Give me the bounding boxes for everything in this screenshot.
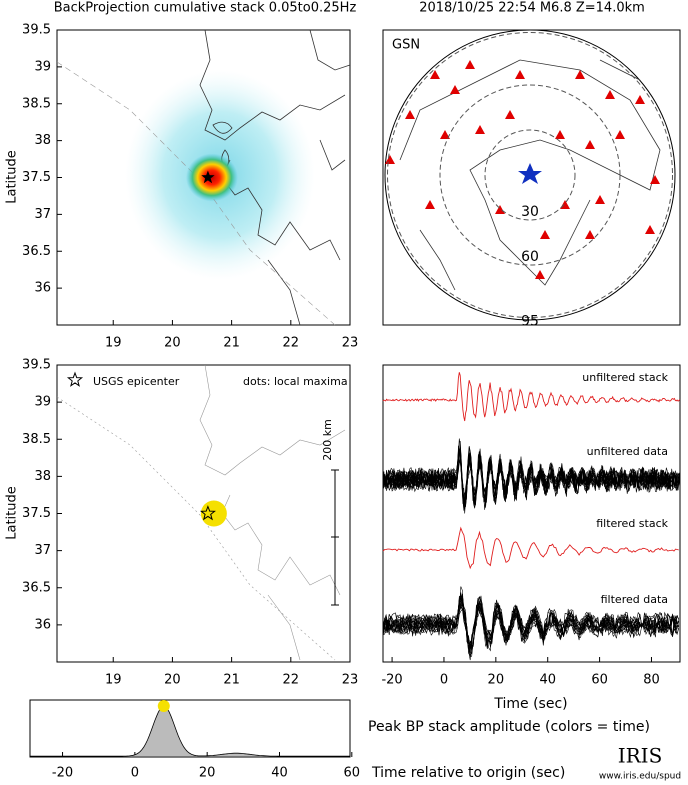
- y-tick-label: 37: [34, 207, 51, 222]
- y-tick-label: 38: [34, 469, 51, 484]
- scale-label: 200 km: [321, 419, 334, 461]
- x-tick-label: 23: [342, 336, 359, 351]
- logo: IRIS: [618, 744, 663, 768]
- trace-label: filtered stack: [596, 517, 668, 530]
- y-tick-label: 36: [34, 617, 51, 632]
- y-tick-label: 36.5: [22, 580, 51, 595]
- stack-trace: [382, 526, 679, 570]
- x-tick-label: 21: [223, 336, 240, 351]
- peak-marker: [157, 700, 170, 712]
- x-tick-label: 0: [131, 766, 139, 781]
- coastline: [56, 29, 351, 326]
- trace-label: filtered data: [601, 593, 668, 606]
- y-tick-label: 38.5: [22, 96, 51, 111]
- y-axis-label: Latitude: [5, 486, 20, 540]
- y-tick-label: 39: [34, 59, 51, 74]
- network-label: GSN: [392, 38, 420, 53]
- x-tick-label: 19: [105, 673, 122, 688]
- x-tick-label: -20: [381, 673, 402, 688]
- data-trace: [382, 456, 681, 510]
- ring-label: 95: [521, 314, 539, 330]
- ring-label: 60: [521, 249, 539, 265]
- distance-ring: [439, 84, 621, 266]
- data-trace: [382, 461, 681, 510]
- y-tick-label: 39.5: [22, 358, 51, 373]
- x-tick-label: 20: [164, 336, 181, 351]
- ring-label: 30: [521, 204, 539, 220]
- epicenter: [201, 170, 215, 184]
- x-tick-label: 80: [643, 673, 660, 688]
- trace-frame: [382, 364, 681, 663]
- trace-label: unfiltered stack: [582, 371, 668, 384]
- x-tick-label: 21: [223, 673, 240, 688]
- legend-label: USGS epicenter: [93, 375, 180, 388]
- x-tick-label: 40: [539, 673, 556, 688]
- amplitude-frame: [29, 699, 351, 758]
- y-tick-label: 36: [34, 281, 51, 296]
- note: dots: local maxima: [243, 375, 348, 388]
- y-axis-label: Latitude: [5, 150, 20, 204]
- x-tick-label: -20: [52, 766, 73, 781]
- globe-outline: [384, 29, 676, 321]
- x-tick-label: 60: [344, 766, 361, 781]
- y-tick-label: 39: [34, 395, 51, 410]
- distance-ring: [484, 129, 576, 221]
- epicenter: [199, 505, 216, 521]
- x-axis-label: Time relative to origin (sec): [371, 765, 565, 781]
- panel-title: Peak BP stack amplitude (colors = time): [368, 719, 650, 735]
- x-tick-label: 40: [271, 766, 288, 781]
- logo-url: www.iris.edu/spud: [599, 772, 681, 782]
- y-tick-label: 38: [34, 133, 51, 148]
- legend-marker: [66, 371, 84, 387]
- x-tick-label: 19: [105, 336, 122, 351]
- title: 2018/10/25 22:54 M6.8 Z=14.0km: [419, 1, 645, 16]
- x-tick-label: 20: [199, 766, 216, 781]
- x-tick-label: 23: [342, 673, 359, 688]
- trace-label: unfiltered data: [587, 445, 668, 458]
- stack-trace: [382, 372, 681, 422]
- x-tick-label: 0: [440, 673, 448, 688]
- y-tick-label: 37.5: [22, 170, 51, 185]
- data-trace: [382, 597, 679, 657]
- x-tick-label: 20: [164, 673, 181, 688]
- stations: [385, 60, 660, 279]
- stack-peak: [185, 153, 238, 202]
- x-tick-label: 22: [283, 336, 300, 351]
- data-trace: [382, 605, 679, 651]
- title: BackProjection cumulative stack 0.05to0.…: [54, 1, 357, 16]
- y-tick-label: 39.5: [22, 23, 51, 38]
- distance-ring: [387, 32, 673, 318]
- x-tick-label: 60: [591, 673, 608, 688]
- y-tick-label: 38.5: [22, 432, 51, 447]
- coastline: [56, 364, 346, 661]
- y-tick-label: 37.5: [22, 506, 51, 521]
- y-tick-label: 37: [34, 543, 51, 558]
- x-tick-label: 22: [283, 673, 300, 688]
- globe-epicenter: [518, 163, 542, 184]
- x-tick-label: 20: [488, 673, 505, 688]
- y-tick-label: 36.5: [22, 244, 51, 259]
- amplitude-curve: [29, 705, 351, 758]
- x-axis-label: Time (sec): [493, 696, 567, 712]
- scale-bar: [331, 469, 339, 606]
